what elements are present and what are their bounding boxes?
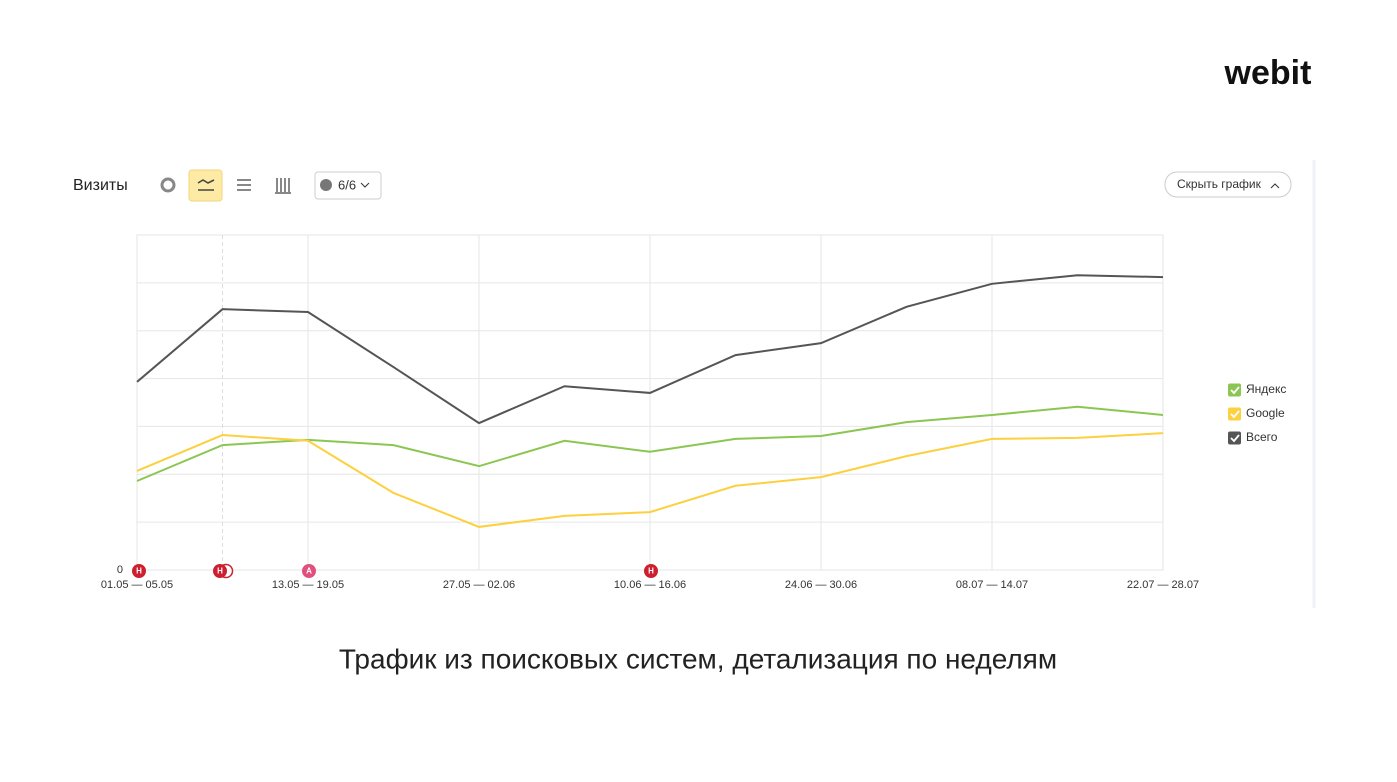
x-tick-label: 01.05 — 05.05	[101, 579, 173, 591]
hide-chart-button[interactable]	[1164, 171, 1292, 198]
legend-check	[1230, 386, 1240, 395]
legend-label: Яндекс	[1246, 382, 1286, 396]
event-marker-label: Н	[217, 567, 223, 576]
legend-label: Всего	[1246, 430, 1278, 444]
comment-icon	[320, 179, 332, 191]
event-marker[interactable]	[644, 564, 658, 578]
legend-check	[1230, 434, 1240, 443]
legend-label: Google	[1246, 406, 1285, 420]
x-tick-label: 13.05 — 19.05	[272, 579, 344, 591]
event-marker[interactable]	[302, 564, 316, 578]
x-tick-label: 08.07 — 14.07	[956, 579, 1028, 591]
event-marker-label: Н	[136, 567, 142, 576]
x-tick-label: 24.06 — 30.06	[785, 579, 857, 591]
series-line	[136, 432, 1164, 528]
view-icons: 6/6 Скрыть график	[160, 160, 1316, 608]
chevron	[1270, 183, 1280, 189]
legend-checkbox[interactable]	[1228, 407, 1241, 421]
chevron	[360, 182, 370, 188]
series-line	[136, 274, 1164, 425]
legend-checkbox[interactable]	[1228, 431, 1241, 445]
chart-title: Визиты	[73, 177, 128, 194]
event-marker[interactable]	[213, 564, 227, 578]
x-tick-label: 22.07 — 28.07	[1127, 579, 1199, 591]
filter-label: 6/6	[338, 177, 356, 192]
line-view-icon	[197, 179, 215, 191]
event-marker-label: А	[306, 567, 312, 576]
area-view-icon[interactable]	[237, 179, 251, 191]
legend-checkbox[interactable]	[1228, 383, 1241, 397]
bar-view-icon[interactable]	[275, 178, 291, 194]
legend-check	[1230, 410, 1240, 419]
line-view-button[interactable]	[188, 169, 223, 202]
pie-view-icon[interactable]	[160, 177, 176, 193]
hide-chart-label: Скрыть график	[1177, 177, 1262, 191]
x-tick-label: 27.05 — 02.06	[443, 579, 515, 591]
event-marker-label: Н	[648, 567, 654, 576]
y-tick-label: 0	[117, 564, 123, 576]
caption: Трафик из поисковых систем, детализация …	[339, 643, 1057, 674]
event-marker[interactable]	[132, 564, 146, 578]
filter-button[interactable]	[314, 171, 382, 200]
x-tick-label: 10.06 — 16.06	[614, 579, 686, 591]
logo: webit	[1224, 54, 1312, 92]
